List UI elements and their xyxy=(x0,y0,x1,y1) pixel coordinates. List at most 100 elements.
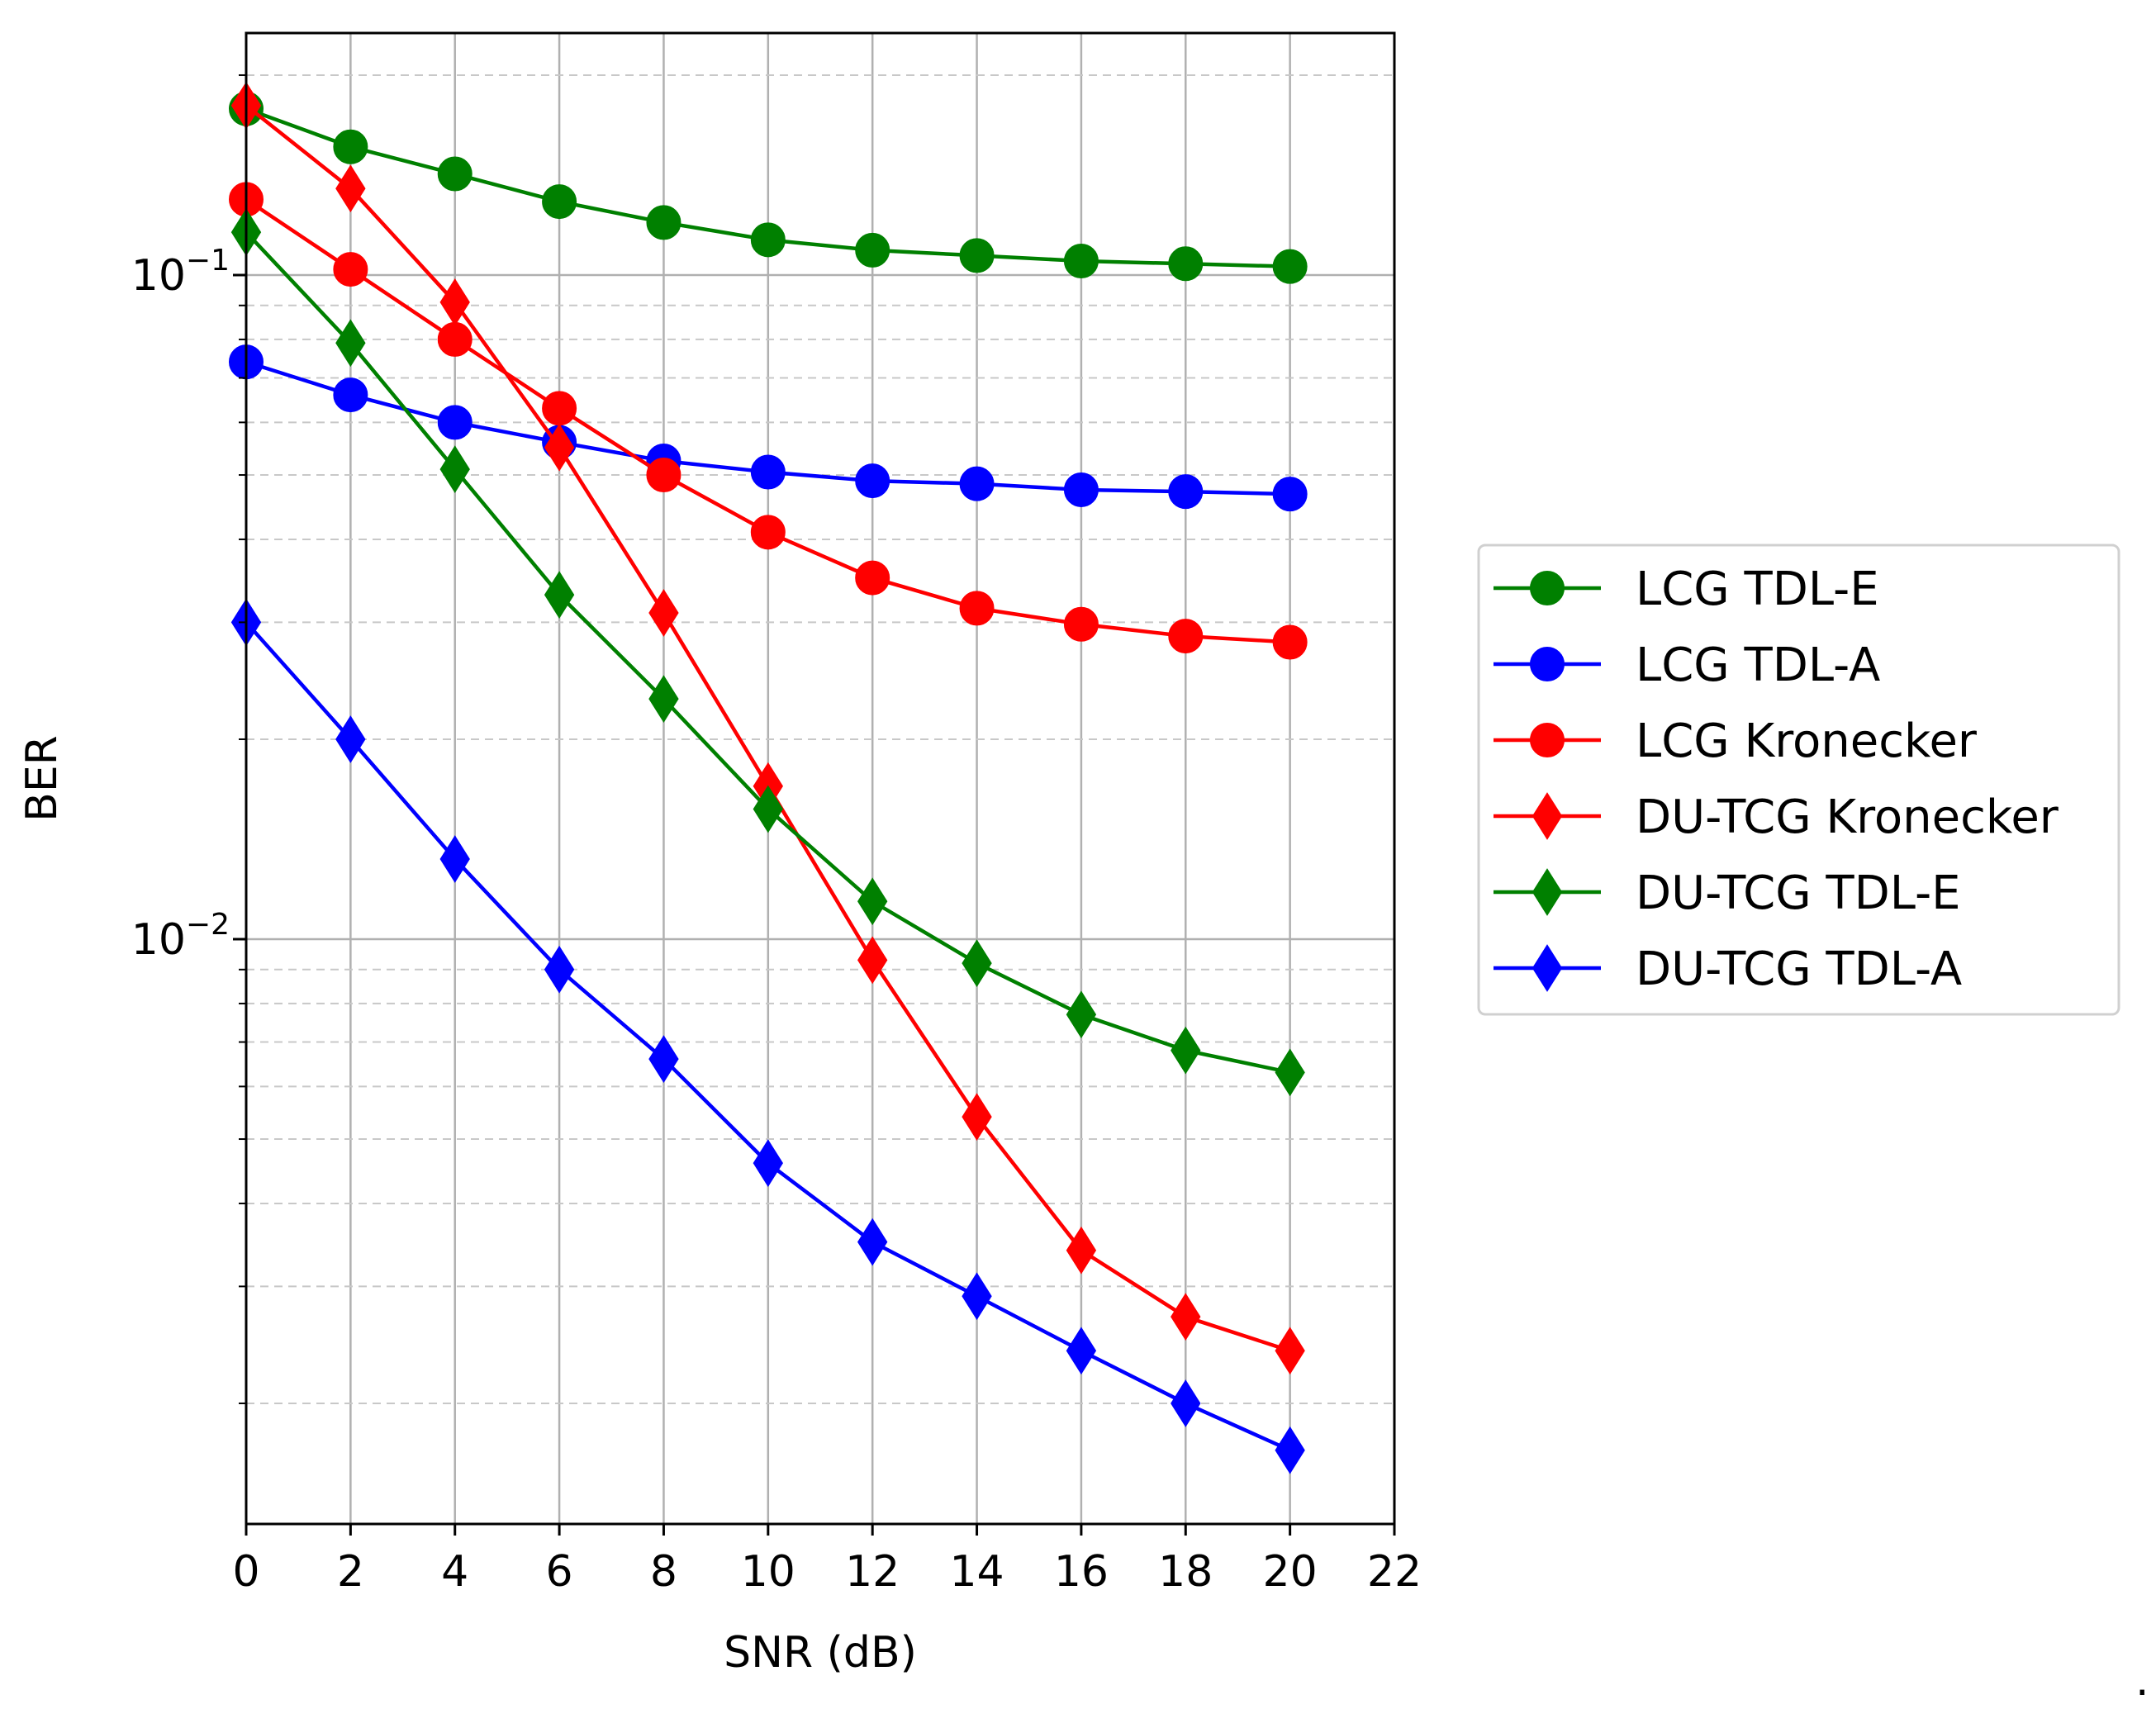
diamond-marker xyxy=(544,571,575,619)
circle-marker xyxy=(959,591,995,626)
circle-marker xyxy=(1168,619,1204,654)
diamond-marker xyxy=(1171,1379,1201,1427)
diamond-marker xyxy=(857,936,888,985)
legend-entry: DU-TCG TDL-E xyxy=(1494,866,1961,920)
legend-marker xyxy=(1532,792,1563,840)
series-lcg-tdl-e xyxy=(229,91,1308,284)
diamond-marker xyxy=(962,1093,992,1142)
x-tick-label: 4 xyxy=(441,1547,468,1597)
diamond-marker xyxy=(544,423,575,472)
legend-entry: DU-TCG Kronecker xyxy=(1494,790,2059,844)
circle-marker xyxy=(542,391,577,426)
plot-frame xyxy=(245,31,1396,1526)
circle-marker xyxy=(646,205,681,240)
diamond-marker xyxy=(1066,990,1097,1039)
diamond-marker xyxy=(1275,1048,1305,1097)
x-axis-label: SNR (dB) xyxy=(724,1628,917,1678)
x-tick-label: 12 xyxy=(845,1547,900,1597)
diamond-marker xyxy=(962,1272,992,1321)
circle-marker xyxy=(1272,477,1308,512)
legend-label: LCG Kronecker xyxy=(1636,714,1978,768)
legend-entry: LCG TDL-E xyxy=(1494,563,1879,616)
diamond-marker xyxy=(335,715,366,763)
diamond-marker xyxy=(439,445,470,493)
diamond-marker xyxy=(648,675,679,724)
diamond-marker xyxy=(1066,1226,1097,1275)
legend-marker xyxy=(1530,571,1565,605)
y-tick-label: 10−1 xyxy=(131,244,230,301)
legend-marker xyxy=(1532,868,1563,916)
circle-marker xyxy=(646,458,681,493)
diamond-marker xyxy=(1275,1327,1305,1375)
diamond-marker xyxy=(648,1035,679,1083)
trailing-period: . xyxy=(2135,1656,2149,1706)
diamond-marker xyxy=(335,164,366,213)
diamond-marker xyxy=(857,1218,888,1266)
legend: LCG TDL-E LCG TDL-A LCG Kronecker DU-TCG Kr… xyxy=(1477,544,2120,1016)
series-lcg-tdl-a xyxy=(229,344,1308,512)
circle-marker xyxy=(1272,624,1308,660)
circle-marker xyxy=(959,466,995,501)
legend-box xyxy=(1477,544,2120,1016)
circle-marker xyxy=(437,405,473,440)
circle-marker xyxy=(959,238,995,273)
legend-marker xyxy=(1532,944,1563,992)
x-tick-label: 16 xyxy=(1054,1547,1109,1597)
circle-marker xyxy=(437,156,473,192)
circle-marker xyxy=(1063,472,1099,507)
x-tick-label: 6 xyxy=(546,1547,573,1597)
y-axis-label: BER xyxy=(17,735,67,822)
legend-label: DU-TCG Kronecker xyxy=(1636,790,2059,844)
diamond-marker xyxy=(439,835,470,883)
circle-marker xyxy=(855,463,890,499)
x-tick-label: 8 xyxy=(650,1547,677,1597)
x-tick-label: 22 xyxy=(1367,1547,1422,1597)
circle-marker xyxy=(1063,606,1099,642)
diamond-marker xyxy=(857,877,888,926)
circle-marker xyxy=(750,222,786,258)
x-tick-label: 14 xyxy=(949,1547,1004,1597)
legend-entry: LCG TDL-A xyxy=(1494,639,1880,692)
circle-marker xyxy=(855,232,890,268)
circle-marker xyxy=(333,377,368,413)
legend-label: DU-TCG TDL-E xyxy=(1636,866,1961,920)
ticks: 0 2 4 6 8 10 12 14 16 18 20 22 10−1 10−2 xyxy=(131,74,1422,1597)
series-du-tcg-tdl-e xyxy=(230,208,1305,1097)
legend-label: DU-TCG TDL-A xyxy=(1636,942,1962,996)
circle-marker xyxy=(750,454,786,490)
x-tick-label: 20 xyxy=(1263,1547,1318,1597)
circle-marker xyxy=(855,560,890,596)
circle-marker xyxy=(333,252,368,287)
diamond-marker xyxy=(439,278,470,326)
y-tick-label: 10−2 xyxy=(131,908,230,965)
circle-marker xyxy=(437,321,473,357)
diamond-marker xyxy=(962,939,992,987)
x-tick-label: 2 xyxy=(337,1547,364,1597)
circle-marker xyxy=(1168,474,1204,510)
diamond-marker xyxy=(1171,1026,1201,1075)
series-layer xyxy=(229,81,1308,1474)
diamond-marker xyxy=(1171,1293,1201,1341)
circle-marker xyxy=(1272,249,1308,284)
diamond-marker xyxy=(648,589,679,637)
diamond-marker xyxy=(335,319,366,368)
diamond-marker xyxy=(1066,1327,1097,1375)
circle-marker xyxy=(750,515,786,550)
diamond-marker xyxy=(753,785,783,833)
x-tick-label: 18 xyxy=(1158,1547,1213,1597)
x-tick-label: 0 xyxy=(232,1547,259,1597)
legend-label: LCG TDL-E xyxy=(1636,563,1879,616)
legend-label: LCG TDL-A xyxy=(1636,639,1880,692)
circle-marker xyxy=(333,129,368,164)
legend-entry: DU-TCG TDL-A xyxy=(1494,942,1962,996)
legend-marker xyxy=(1530,723,1565,757)
legend-entry: LCG Kronecker xyxy=(1494,714,1978,768)
legend-marker xyxy=(1530,647,1565,681)
diamond-marker xyxy=(544,945,575,994)
circle-marker xyxy=(1063,243,1099,278)
x-tick-label: 10 xyxy=(741,1547,795,1597)
grid xyxy=(246,33,1394,1524)
circle-marker xyxy=(542,184,577,220)
series-lcg-kronecker xyxy=(229,182,1308,660)
